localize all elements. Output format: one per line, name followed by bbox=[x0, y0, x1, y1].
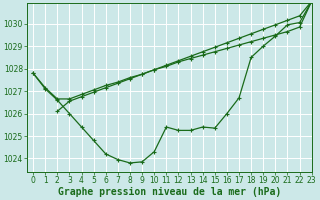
X-axis label: Graphe pression niveau de la mer (hPa): Graphe pression niveau de la mer (hPa) bbox=[58, 186, 281, 197]
